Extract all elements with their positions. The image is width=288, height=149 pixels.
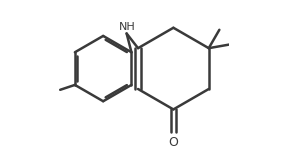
Text: O: O xyxy=(168,136,178,149)
Text: NH: NH xyxy=(118,21,135,32)
